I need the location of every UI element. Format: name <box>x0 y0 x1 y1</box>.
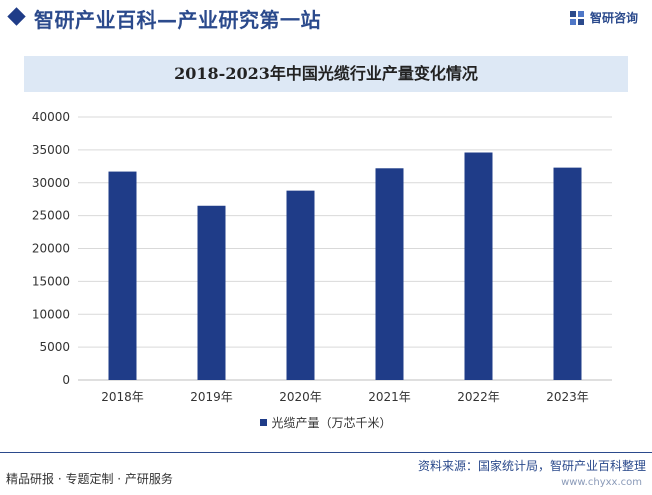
x-tick-label: 2022年 <box>457 390 500 404</box>
chart-title-band: 2018-2023年中国光缆行业产量变化情况 <box>24 56 628 92</box>
page-header: 智研产业百科—产业研究第一站 智研咨询 <box>0 0 652 36</box>
brand-logo[interactable]: 智研咨询 <box>569 9 638 26</box>
legend-swatch <box>260 419 268 426</box>
y-tick-label: 40000 <box>32 110 70 124</box>
x-tick-label: 2020年 <box>279 390 322 404</box>
x-tick-label: 2021年 <box>368 390 411 404</box>
y-tick-label: 30000 <box>32 176 70 190</box>
legend-label: 光缆产量（万芯千米） <box>271 416 392 430</box>
x-tick-label: 2018年 <box>101 390 144 404</box>
bar <box>464 152 493 380</box>
site-url[interactable]: www.chyxx.com <box>561 477 642 488</box>
x-tick-label: 2019年 <box>190 390 233 404</box>
y-tick-label: 10000 <box>32 307 70 321</box>
y-tick-label: 5000 <box>39 340 70 354</box>
bar <box>108 171 137 380</box>
chart-title: 2018-2023年中国光缆行业产量变化情况 <box>174 64 478 83</box>
y-tick-label: 15000 <box>32 274 70 288</box>
y-tick-label: 25000 <box>32 209 70 223</box>
logo-text: 智研咨询 <box>589 11 638 25</box>
data-source: 资料来源：国家统计局，智研产业百科整理 <box>417 459 646 473</box>
zhiyan-logo-icon <box>569 10 584 25</box>
x-tick-label: 2023年 <box>546 390 589 404</box>
y-tick-label: 0 <box>62 373 70 387</box>
footer-services: 精品研报 · 专题定制 · 产研服务 <box>6 472 173 486</box>
bar <box>197 205 226 380</box>
bar-chart: 40000 35000 30000 25000 20000 15000 10000 5000 0… <box>32 110 612 404</box>
bar <box>375 168 404 380</box>
footer-divider <box>0 452 652 453</box>
site-title: 智研产业百科—产业研究第一站 <box>34 8 321 32</box>
y-tick-label: 35000 <box>32 143 70 157</box>
bar <box>553 167 582 380</box>
y-tick-label: 20000 <box>32 242 70 256</box>
bar <box>286 190 315 380</box>
chart-legend: 光缆产量（万芯千米） <box>0 414 652 431</box>
